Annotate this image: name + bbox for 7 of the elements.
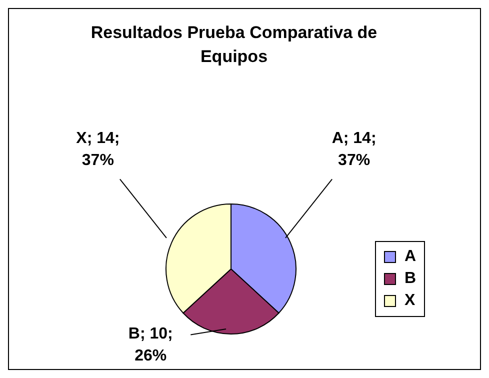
data-label: A; 14; 37% bbox=[332, 130, 376, 170]
legend-label: X bbox=[404, 292, 416, 310]
data-label: B; 10; 26% bbox=[128, 326, 173, 365]
legend-label: B bbox=[404, 270, 416, 288]
data-label: X; 14; 37% bbox=[76, 130, 120, 170]
chart-title: Resultados Prueba Comparativa de Equipos bbox=[90, 22, 378, 68]
legend-label: A bbox=[404, 248, 416, 266]
